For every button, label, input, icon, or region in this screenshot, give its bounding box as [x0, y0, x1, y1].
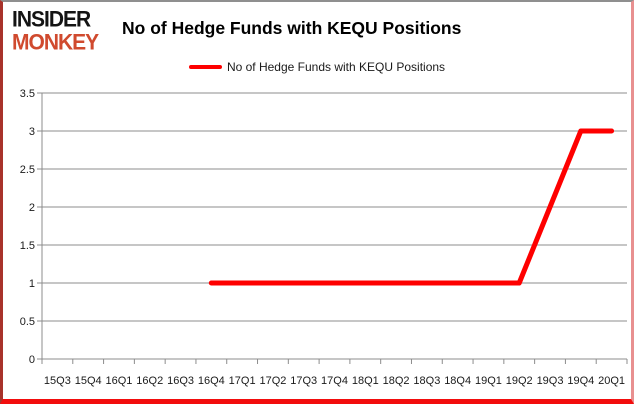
x-tick-label: 16Q4	[198, 375, 225, 387]
x-tick-label: 18Q4	[444, 375, 471, 387]
line-chart-plot-area: 0 0.5 1 1.5 2 2.5 3 3.5 15Q3 15Q4 16Q1 16Q2 16Q3 16Q4…	[20, 88, 628, 387]
legend-label: No of Hedge Funds with KEQU Positions	[226, 60, 446, 74]
x-tick-label: 17Q4	[321, 375, 348, 387]
x-tick-label: 16Q3	[167, 375, 194, 387]
x-tick-label: 19Q1	[475, 375, 502, 387]
logo-line-monkey: MONKEY	[12, 30, 99, 55]
logo-line-insider: INSIDER	[12, 7, 91, 32]
chart-legend: No of Hedge Funds with KEQU Positions	[3, 60, 631, 74]
y-tick-label: 1	[29, 278, 35, 290]
x-tick-label: 20Q1	[598, 375, 625, 387]
y-tick-label: 3.5	[20, 88, 35, 100]
x-tick-label: 17Q2	[259, 375, 286, 387]
x-tick-label: 18Q1	[352, 375, 379, 387]
chart-title: No of Hedge Funds with KEQU Positions	[122, 18, 462, 38]
y-tick-label: 1.5	[20, 240, 35, 252]
series-line	[208, 128, 615, 286]
y-tick-label: 0	[29, 354, 35, 366]
y-tick-label: 2.5	[20, 164, 35, 176]
legend-line-swatch	[188, 65, 222, 69]
x-tick-label: 19Q4	[567, 375, 594, 387]
x-tick-label: 17Q1	[229, 375, 256, 387]
x-tick-label: 16Q1	[106, 375, 133, 387]
x-tick-label: 18Q3	[413, 375, 440, 387]
y-tick-label: 2	[29, 202, 35, 214]
x-tick-label: 15Q4	[75, 375, 102, 387]
x-tick-label: 16Q2	[136, 375, 163, 387]
x-tick-label: 19Q3	[537, 375, 564, 387]
insider-monkey-logo: INSIDER MONKEY	[12, 7, 99, 55]
y-tick-label: 0.5	[20, 316, 35, 328]
x-tick-label: 18Q2	[383, 375, 410, 387]
y-tick-label: 3	[29, 126, 35, 138]
x-tick-label: 17Q3	[290, 375, 317, 387]
x-tick-label: 15Q3	[44, 375, 71, 387]
x-tick-label: 19Q2	[506, 375, 533, 387]
